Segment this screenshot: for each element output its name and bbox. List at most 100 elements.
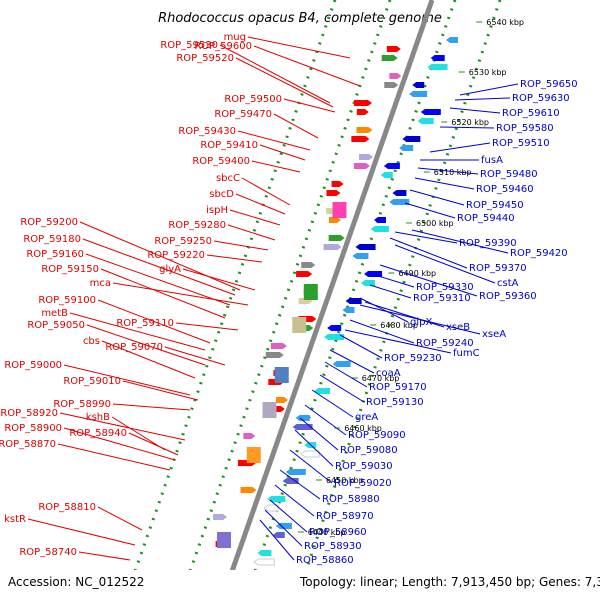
- gene-label-left: ROP_59220: [147, 250, 205, 261]
- gene-label-left: ROP_59070: [105, 342, 163, 353]
- gene-label-left: glyA: [159, 264, 181, 275]
- gene-label-right: ROP_58930: [304, 541, 362, 552]
- scale-tick-label: 6470 kbp: [362, 374, 400, 383]
- gene-arrow: [427, 64, 448, 70]
- gene-label-right: ROP_59310: [413, 293, 471, 304]
- gene-label-right: ROP_59580: [496, 123, 554, 134]
- gene-label-right: ROP_59230: [384, 353, 442, 364]
- gene-label-left: ROP_59500: [224, 94, 282, 105]
- gene-arrow: [329, 217, 341, 223]
- gene-label-left: ROP_59110: [116, 318, 174, 329]
- gene-arrow: [412, 82, 425, 88]
- accession-text: Accession: NC_012522: [8, 575, 144, 589]
- gene-label-left: mca: [90, 278, 111, 289]
- gene-arrow: [213, 514, 228, 520]
- gene-block: [274, 367, 289, 383]
- gene-label-right: ROP_59370: [469, 263, 527, 274]
- gene-label-right: ROP_58960: [309, 527, 367, 538]
- gene-label-left: ROP_58990: [53, 399, 111, 410]
- gene-arrow: [314, 388, 331, 394]
- scale-tick-label: 6520 kbp: [451, 118, 489, 127]
- gene-label-right: ROP_59630: [512, 93, 570, 104]
- gene-arrow: [323, 244, 342, 250]
- gene-label-right: fumC: [453, 348, 480, 359]
- gene-arrow: [380, 172, 393, 178]
- gene-label-left: ispH: [206, 205, 228, 216]
- gene-label-left: ROP_58900: [4, 423, 62, 434]
- gene-label-left: sbcD: [209, 189, 234, 200]
- scale-tick-label: 6460 kbp: [344, 424, 382, 433]
- gene-arrow: [327, 325, 342, 331]
- gene-arrow: [392, 190, 407, 196]
- gene-arrow: [383, 163, 400, 169]
- gene-arrow: [360, 280, 375, 286]
- gene-arrow: [389, 199, 410, 205]
- gene-arrow: [356, 127, 373, 133]
- gene-arrow: [381, 55, 398, 61]
- gene-label-left: ROP_58870: [0, 439, 56, 450]
- gene-label-left: ROP_58940: [69, 428, 127, 439]
- gene-label-right: ROP_59650: [520, 79, 578, 90]
- gene-label-left: ROP_59600: [194, 41, 252, 52]
- gene-label-right: ROP_59030: [335, 461, 393, 472]
- gene-arrow: [253, 558, 275, 566]
- gene-arrow: [282, 478, 299, 484]
- gene-arrow: [355, 244, 376, 250]
- gene-label-left: ROP_59150: [41, 264, 99, 275]
- gene-arrow: [417, 118, 434, 124]
- gene-arrow: [420, 109, 441, 115]
- gene-arrow: [356, 109, 369, 115]
- gene-arrow: [240, 487, 257, 493]
- gene-block: [332, 202, 347, 218]
- gene-arrow: [324, 334, 345, 340]
- gene-label-left: ROP_59100: [38, 295, 96, 306]
- gene-label-left: mug: [224, 32, 246, 43]
- gene-label-right: glpX: [410, 317, 432, 328]
- gene-label-right: coaA: [376, 368, 401, 379]
- gene-label-right: ROP_59390: [459, 238, 517, 249]
- gene-label-left: cbs: [83, 336, 100, 347]
- scale-tick-label: 6440 kbp: [308, 528, 346, 537]
- gene-label-left: ROP_58810: [38, 502, 96, 513]
- gene-arrow: [430, 55, 445, 61]
- gene-arrow: [359, 154, 374, 160]
- gene-arrow: [399, 145, 414, 151]
- gene-arrow: [263, 504, 279, 512]
- gene-arrow: [386, 46, 401, 52]
- topology-text: Topology: linear; Length: 7,913,450 bp; …: [299, 575, 600, 589]
- scale-tick-label: 6490 kbp: [398, 269, 436, 278]
- gene-label-right: xseA: [482, 329, 506, 340]
- gene-arrow: [301, 262, 316, 268]
- gene-label-left: ROP_59400: [192, 156, 250, 167]
- gene-label-right: greA: [355, 412, 378, 423]
- gene-arrow: [295, 415, 310, 421]
- gene-label-left: ROP_58920: [0, 408, 58, 419]
- gene-arrow: [384, 82, 399, 88]
- gene-block: [217, 532, 231, 548]
- gene-arrow: [328, 235, 345, 241]
- gene-block: [292, 317, 307, 333]
- gene-label-left: ROP_59050: [27, 320, 85, 331]
- gene-arrow: [345, 298, 362, 304]
- gene-label-left: ROP_59520: [176, 53, 234, 64]
- scale-tick-label: 6510 kbp: [434, 168, 472, 177]
- gene-label-left: kstR: [4, 514, 26, 525]
- gene-arrow: [351, 136, 370, 142]
- scale-tick-label: 6450 kbp: [326, 476, 364, 485]
- gene-label-left: ROP_59000: [4, 360, 62, 371]
- gene-label-right: ROP_59460: [476, 184, 534, 195]
- gene-label-right: ROP_59130: [366, 397, 424, 408]
- gene-label-right: ROP_58980: [322, 494, 380, 505]
- gene-arrow: [331, 181, 344, 187]
- gene-label-left: ROP_59160: [26, 249, 84, 260]
- gene-label-right: ROP_59480: [480, 169, 538, 180]
- gene-label-right: ROP_59090: [348, 430, 406, 441]
- gene-arrow: [276, 397, 288, 403]
- gene-arrow: [270, 343, 287, 349]
- gene-block: [303, 284, 318, 300]
- gene-label-right: ROP_59510: [492, 138, 550, 149]
- scale-ticks: 6540 kbp 6530 kbp 6520 kbp 6510 kbp 6500 kbp…: [279, 18, 524, 588]
- map-title: Rhodococcus opacus B4, complete genome: [158, 11, 442, 26]
